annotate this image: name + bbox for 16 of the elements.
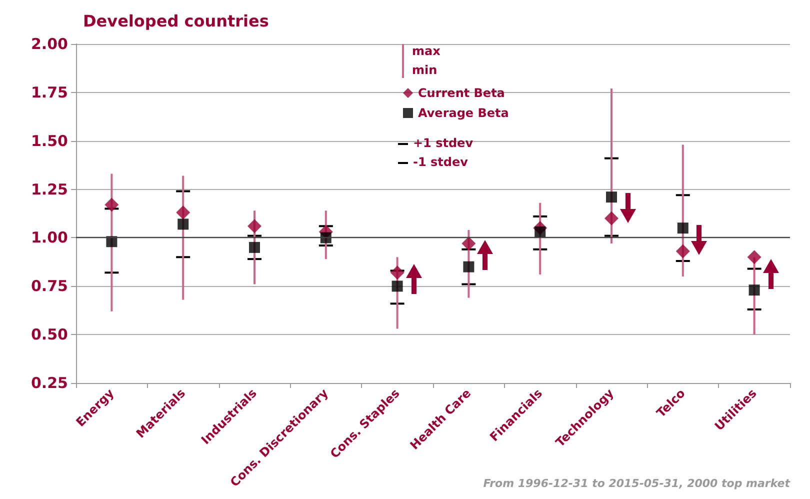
annotation: min — [412, 62, 438, 79]
annotation: max — [412, 43, 440, 60]
y-tick-label: 1.75 — [30, 83, 68, 102]
y-tick-label: 1.25 — [30, 180, 68, 198]
y-tick-label: 1.50 — [30, 132, 68, 150]
chart-title: Developed countries — [83, 12, 269, 30]
y-tick-label: 0.50 — [30, 326, 68, 344]
y-tick-label: 0.25 — [30, 374, 68, 392]
y-tick-label: 0.75 — [30, 277, 68, 296]
y-tick-label: 2.00 — [30, 35, 68, 53]
y-tick-label: 1.00 — [30, 228, 68, 247]
legend-label: Current Beta — [418, 86, 505, 100]
annotation: +1 stdev — [413, 135, 474, 152]
legend-label: Average Beta — [418, 106, 509, 120]
text: From 1996-12-31 to 2015-05-31, 2000 top market — [483, 477, 791, 490]
annotation: -1 stdev — [413, 154, 468, 171]
